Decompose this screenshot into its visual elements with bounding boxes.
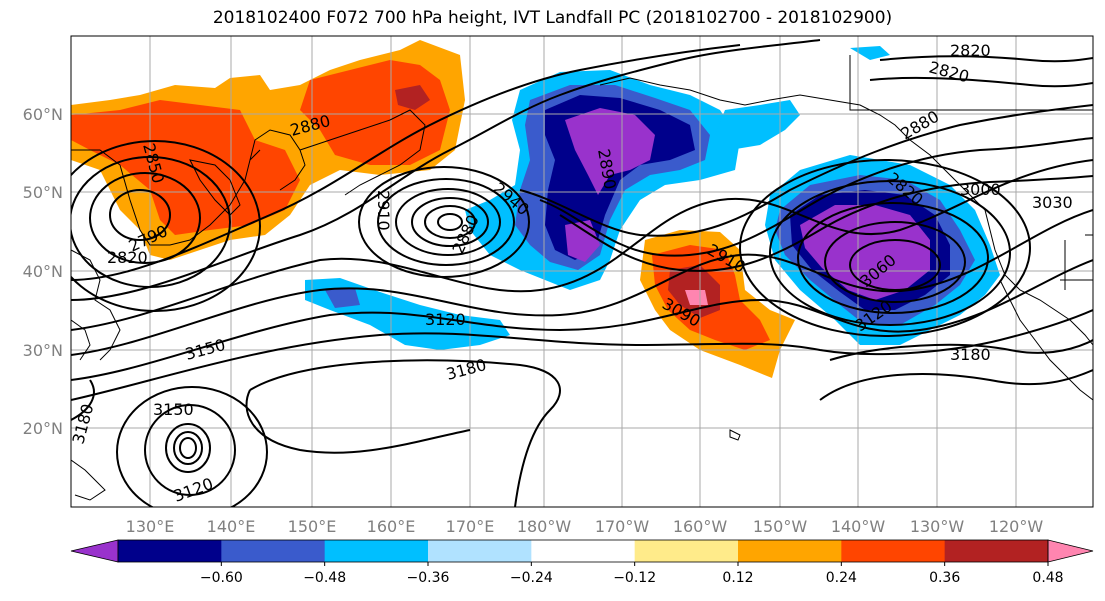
lon-label: 140°E [207,517,256,536]
colorbar-bin [841,540,946,562]
lon-label: 160°E [367,517,416,536]
colorbar-tick-label: 0.36 [929,570,960,586]
colorbar-tick-label: −0.48 [303,570,346,586]
contour-label: 3030 [1032,193,1073,212]
lon-label: 170°W [595,517,650,536]
contour-label: 3180 [950,345,991,364]
colorbar-bin [531,540,636,562]
contour-label: 3120 [425,310,466,329]
coastlines [71,55,1093,501]
colorbar-ticks: −0.60 −0.48 −0.36 −0.24 −0.12 0.12 0.24 0.36 0.4… [200,562,1064,586]
colorbar-tick-label: 0.48 [1032,570,1063,586]
ivt-positive-core-north [300,60,450,165]
colorbar-bin [428,540,532,562]
height-contours [71,39,1093,507]
colorbar [70,539,1094,563]
colorbar-tick-label: −0.24 [510,570,553,586]
latitude-labels: 60°N 50°N 40°N 30°N 20°N [23,105,63,438]
map-title: 2018102400 F072 700 hPa height, IVT Land… [212,8,893,28]
lat-label: 50°N [23,183,63,202]
lon-label: 140°W [831,517,886,536]
colorbar-bin [634,540,739,562]
contour-label: 2820 [950,41,991,60]
colorbar-frame [117,539,1049,563]
contour-label: 3000 [960,180,1001,199]
lat-label: 40°N [23,262,63,281]
graticule [71,36,1093,507]
lat-label: 20°N [23,419,63,438]
map-frame [70,35,1094,508]
contour-label: 2910 [374,190,393,231]
lon-label: 160°W [673,517,728,536]
contour-label: 2820 [107,248,148,267]
contour-label: 3150 [153,400,194,419]
ivt-positive-core-west [71,100,300,235]
colorbar-tick-label: −0.36 [407,570,450,586]
colorbar-bin [324,540,429,562]
colorbar-bin [118,540,222,562]
lon-label: 150°E [288,517,337,536]
colorbar-tick-label: −0.60 [200,570,243,586]
lon-label: 150°W [753,517,808,536]
lon-label: 180°W [517,517,572,536]
lon-label: 130°E [126,517,175,536]
lon-label: 130°W [910,517,965,536]
colorbar-tick-label: 0.24 [826,570,857,586]
colorbar-tick-label: 0.12 [722,570,753,586]
colorbar-bin [738,540,842,562]
lon-label: 170°E [446,517,495,536]
colorbar-extend-low [70,539,119,563]
colorbar-bin [944,540,1049,562]
colorbar-tick-label: −0.12 [613,570,656,586]
lat-label: 30°N [23,341,63,360]
longitude-labels: 130°E 140°E 150°E 160°E 170°E 180°W 170°… [126,517,1044,536]
colorbar-extend-high [1047,539,1094,563]
lon-label: 120°W [989,517,1044,536]
lat-label: 60°N [23,105,63,124]
colorbar-bin [221,540,326,562]
